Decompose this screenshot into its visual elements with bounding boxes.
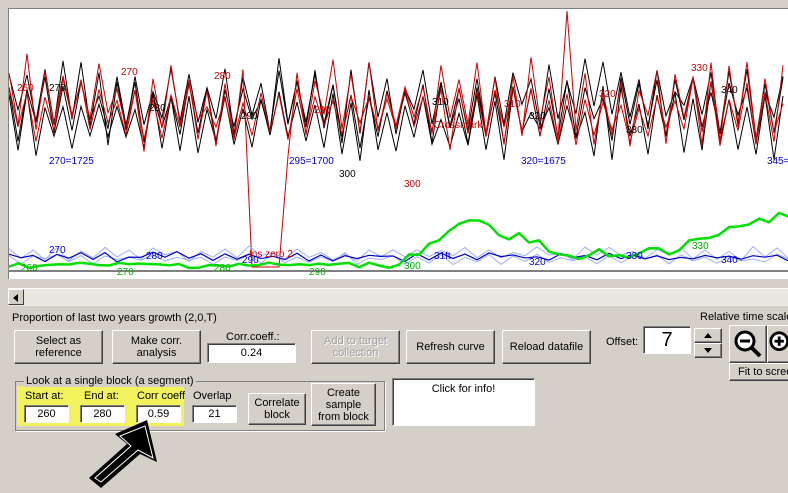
green-label: 300 [404,261,421,272]
zoom-in-icon [769,331,788,351]
red-label: 320 [599,89,616,100]
red-label: 300 [404,179,421,190]
start-at-label: Start at: [25,390,64,402]
red-label: 310 [504,99,521,110]
reload-datafile-button[interactable]: Reload datafile [502,330,591,364]
red-label: 260 [17,83,34,94]
red-label: 290 [314,105,331,116]
blue-label: 270=1725 [49,156,94,167]
curves-plot: 260 270 280 290 Crossmark 300 310 320 330 Ins zer… [9,10,788,278]
correlate-block-button[interactable]: Correlate block [248,393,306,425]
pointer-arrow-icon [89,420,157,488]
black-label: 280 [149,103,166,114]
overlap-field[interactable]: 21 [192,405,237,423]
blue-label: 290 [242,255,259,266]
green-label: 280 [214,263,231,274]
curve-caption: Proportion of last two years growth (2,0… [12,312,217,324]
overlap-label: Overlap [193,390,232,402]
red-label: 270 [121,67,138,78]
blue-label: 320 [529,257,546,268]
black-label: 330 [626,125,643,136]
end-at-label: End at: [84,390,119,402]
arrow-down-icon [704,348,712,353]
blue-label: 320=1675 [521,156,566,167]
info-box[interactable]: Click for info! [392,378,535,426]
red-label: Ins zero 2 [249,249,293,260]
spin-down-button[interactable] [694,343,722,358]
zoom-out-button[interactable] [729,325,767,363]
green-label: 290 [309,267,326,278]
end-at-field[interactable]: 280 [80,405,125,423]
blue-label: 270 [49,245,66,256]
black-label: 300 [339,169,356,180]
black-label: 340 [721,85,738,96]
corr-coeff-field: 0.24 [207,343,296,363]
refresh-curve-button[interactable]: Refresh curve [406,330,495,364]
red-label: 330 [691,63,708,74]
blue-label: 295=1700 [289,156,334,167]
make-corr-analysis-button[interactable]: Make corr. analysis [112,330,201,364]
black-series-3 [9,81,784,161]
green-series [9,211,788,270]
block-groupbox [15,381,385,431]
blue-label: 345= [767,156,788,167]
fit-to-screen-button[interactable]: Fit to scree [729,363,788,381]
green-label: 260 [21,263,38,274]
blue-label: 31ft [434,251,451,262]
blue-label: 340 [721,255,738,266]
corr-coeff-label: Corr.coeff.: [226,331,280,343]
green-label: 330 [692,241,709,252]
create-sample-button[interactable]: Create sample from block [311,383,376,426]
red-label: Crossmark [434,120,483,131]
black-label: 310 [432,97,449,108]
blue-label: 280 [146,251,163,262]
zoom-in-button[interactable] [767,325,788,363]
chart-panel[interactable]: 260 270 280 290 Crossmark 300 310 320 330 Ins zer… [8,8,788,279]
horizontal-scrollbar[interactable] [8,288,788,306]
select-as-reference-button[interactable]: Select as reference [14,330,103,364]
red-series [9,10,784,268]
black-label: 320 [529,111,546,122]
black-label: 270 [49,83,66,94]
start-at-field[interactable]: 260 [24,405,69,423]
black-series-1 [9,58,784,146]
relative-time-scale-label: Relative time scale [700,311,788,323]
zoom-out-icon [734,330,762,358]
spin-up-button[interactable] [694,328,722,343]
green-label: 270 [117,267,134,278]
blue-label: 330 [626,251,643,262]
blue-series [9,250,788,263]
scroll-left-icon[interactable] [8,289,24,305]
black-label: 290 [241,111,258,122]
block-corr-coeff-field: 0.59 [136,405,181,423]
offset-field[interactable]: 7 [643,326,691,354]
offset-label: Offset: [606,336,639,348]
block-group-title: Look at a single block (a segment) [24,375,196,387]
add-to-target-button[interactable]: Add to target collection [311,330,400,364]
red-label: 280 [214,71,231,82]
red-series-2 [9,78,784,150]
block-corr-coeff-label: Corr coeff [137,390,186,402]
arrow-up-icon [704,333,712,338]
